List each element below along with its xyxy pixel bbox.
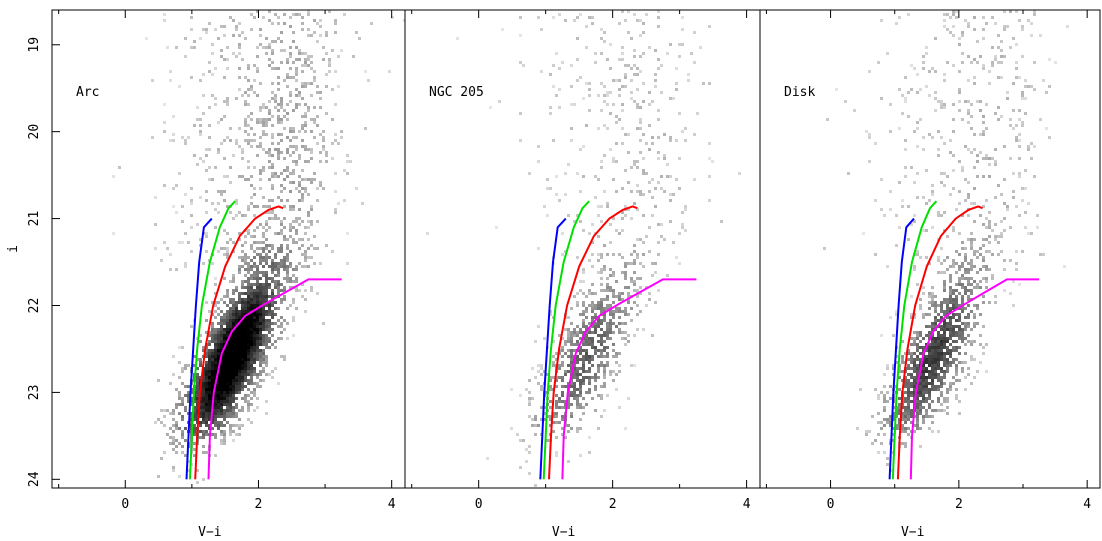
x-tick-label: 4 bbox=[1083, 497, 1091, 512]
x-tick-label: 4 bbox=[388, 497, 396, 512]
y-tick-label: 21 bbox=[27, 211, 42, 227]
x-tick-label: 2 bbox=[609, 497, 617, 512]
panel-frame bbox=[759, 9, 1101, 489]
y-tick-label: 24 bbox=[27, 471, 42, 487]
panel-label: Disk bbox=[784, 85, 815, 100]
isochrone-1 bbox=[539, 217, 567, 480]
isochrone-2 bbox=[891, 200, 938, 480]
isochrone-1 bbox=[888, 217, 915, 480]
star-density bbox=[426, 10, 741, 487]
x-axis-label: V−i bbox=[198, 525, 221, 537]
x-tick-label: 0 bbox=[475, 497, 483, 512]
panel-label: NGC 205 bbox=[429, 85, 484, 100]
y-tick-label: 19 bbox=[27, 37, 42, 53]
star-density bbox=[823, 10, 1069, 472]
star-density bbox=[112, 10, 405, 484]
isochrone-2 bbox=[542, 200, 590, 480]
x-tick-label: 2 bbox=[955, 497, 963, 512]
isochrone-3 bbox=[896, 205, 983, 480]
y-tick-label: 22 bbox=[27, 298, 42, 314]
y-tick-label: 20 bbox=[27, 124, 42, 140]
panel-frame bbox=[404, 9, 761, 489]
y-axis-label: i bbox=[6, 245, 21, 253]
isochrone-3 bbox=[548, 205, 638, 480]
x-tick-label: 2 bbox=[255, 497, 263, 512]
x-axis-label: V−i bbox=[552, 525, 575, 537]
x-tick-label: 0 bbox=[121, 497, 129, 512]
isochrone-1 bbox=[185, 217, 213, 480]
panel-2: 0 2 4 V−i NGC 205 bbox=[404, 9, 761, 540]
y-tick-label: 23 bbox=[27, 385, 42, 401]
isochrone-4 bbox=[561, 278, 697, 480]
panel-3: 0 2 4 V−i Disk bbox=[759, 9, 1101, 540]
isochrone-2 bbox=[188, 200, 236, 480]
isochrone-3 bbox=[194, 205, 284, 480]
isochrone-4 bbox=[909, 278, 1040, 480]
x-tick-label: 0 bbox=[827, 497, 835, 512]
isochrone-4 bbox=[207, 278, 342, 480]
x-tick-label: 4 bbox=[743, 497, 751, 512]
panel-label: Arc bbox=[76, 85, 99, 100]
x-axis-label: V−i bbox=[901, 525, 924, 537]
